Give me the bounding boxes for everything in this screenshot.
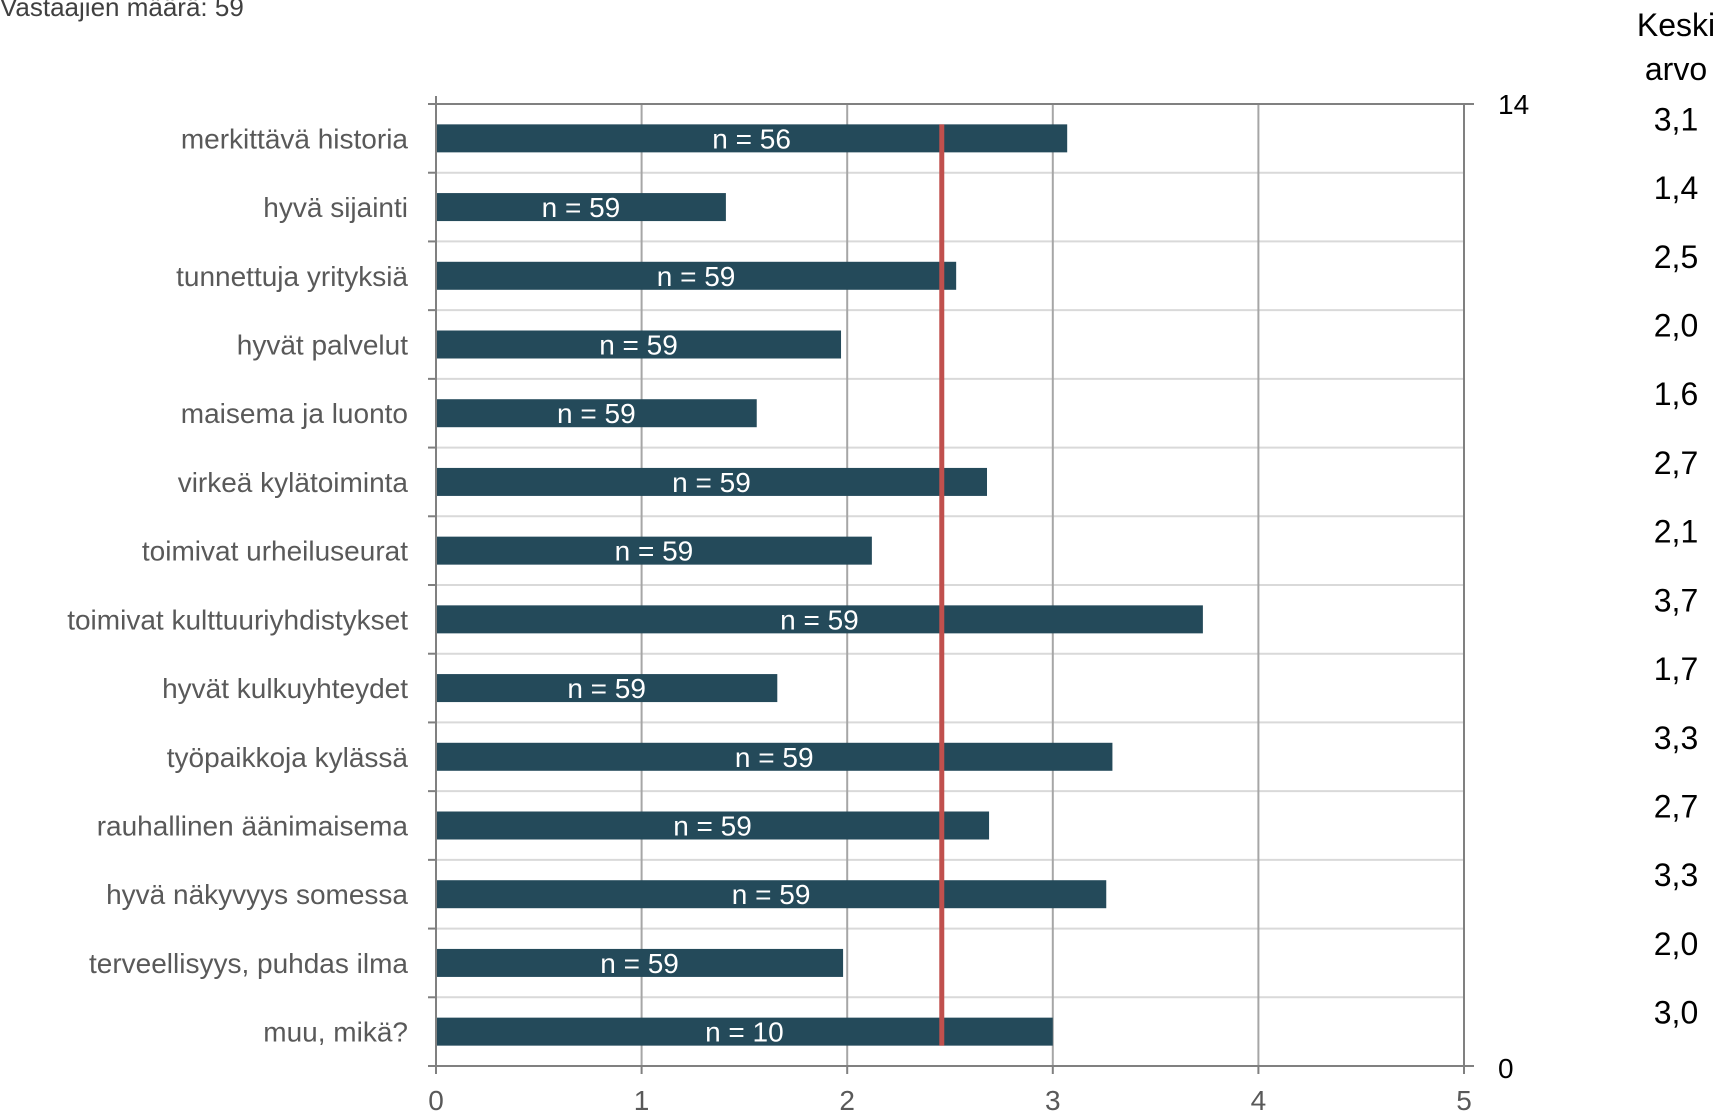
mean-header: arvo [1645, 51, 1707, 87]
bar-label: n = 10 [705, 1017, 784, 1048]
mean-value: 2,1 [1654, 514, 1698, 550]
mean-value: 1,6 [1654, 376, 1698, 412]
bar-layer [436, 124, 1203, 1046]
category-label: toimivat urheiluseurat [142, 536, 408, 567]
category-label: rauhallinen äänimaisema [97, 811, 409, 842]
bar-label: n = 59 [732, 879, 811, 910]
bar [436, 742, 1113, 771]
bar-label: n = 59 [600, 948, 679, 979]
mean-value: 2,5 [1654, 239, 1698, 275]
bar [436, 193, 726, 222]
bar [436, 1017, 1053, 1046]
bar-label: n = 59 [599, 330, 678, 361]
bar [436, 880, 1107, 909]
bar-label: n = 59 [673, 811, 752, 842]
category-label: hyvä näkyvyys somessa [106, 879, 408, 910]
mean-value: 2,0 [1654, 308, 1698, 344]
grid-layer [436, 104, 1464, 1066]
bar [436, 467, 988, 496]
x-tick-label: 2 [839, 1085, 855, 1113]
category-label: hyvät kulkuyhteydet [162, 673, 408, 704]
label-layer: n = 56 merkittävä historia n = 59 hyvä sija… [67, 123, 859, 1047]
bar-label: n = 59 [657, 261, 736, 292]
secondary-axis-label: 0 [1498, 1053, 1514, 1084]
mean-value: 2,7 [1654, 789, 1698, 825]
mean-value: 2,7 [1654, 445, 1698, 481]
category-label: tunnettuja yrityksiä [176, 261, 408, 292]
x-tick-label: 5 [1456, 1085, 1472, 1113]
bar-label: n = 59 [567, 673, 646, 704]
bar [436, 674, 778, 703]
bar-label: n = 56 [712, 123, 791, 154]
bar [436, 399, 757, 428]
x-tick-label: 0 [428, 1085, 444, 1113]
mean-value: 3,7 [1654, 582, 1698, 618]
bar [436, 330, 842, 359]
bar [436, 261, 957, 290]
mean-value: 1,4 [1654, 170, 1698, 206]
bar [436, 124, 1068, 153]
bar-label: n = 59 [542, 192, 621, 223]
x-tick-label: 3 [1045, 1085, 1061, 1113]
mean-value: 3,3 [1654, 720, 1698, 756]
mean-value: 3,1 [1654, 101, 1698, 137]
bar-label: n = 59 [672, 467, 751, 498]
category-label: virkeä kylätoiminta [178, 467, 409, 498]
axis-layer: 0 1 2 3 4 5 14 0 [428, 89, 1529, 1113]
mean-header: Keski [1637, 7, 1715, 43]
category-label: hyvä sijainti [263, 192, 408, 223]
bar [436, 948, 844, 977]
bar-label: n = 59 [780, 604, 859, 635]
bar [436, 605, 1203, 634]
bar [436, 536, 872, 565]
category-label: hyvät palvelut [237, 330, 408, 361]
mean-value: 3,0 [1654, 995, 1698, 1031]
respondents-count: Vastaajien määrä: 59 [0, 0, 244, 22]
mean-value: 1,7 [1654, 651, 1698, 687]
bar-label: n = 59 [615, 536, 694, 567]
category-label: terveellisyys, puhdas ilma [89, 948, 408, 979]
x-tick-label: 1 [634, 1085, 650, 1113]
secondary-axis-label: 14 [1498, 89, 1529, 120]
mean-column: 3,1 1,4 2,5 2,0 1,6 2,7 2,1 3,7 1,7 3,3 2,7 3,3 2,0 3… [1637, 7, 1715, 1031]
mean-value: 3,3 [1654, 857, 1698, 893]
bar-label: n = 59 [735, 742, 814, 773]
category-label: maisema ja luonto [181, 398, 408, 429]
mean-value: 2,0 [1654, 926, 1698, 962]
category-label: merkittävä historia [181, 123, 409, 154]
category-label: muu, mikä? [263, 1017, 408, 1048]
category-label: työpaikkoja kylässä [167, 742, 409, 773]
bar-label: n = 59 [557, 398, 636, 429]
category-label: toimivat kulttuuriyhdistykset [67, 604, 408, 635]
x-tick-label: 4 [1251, 1085, 1267, 1113]
bar [436, 811, 990, 840]
